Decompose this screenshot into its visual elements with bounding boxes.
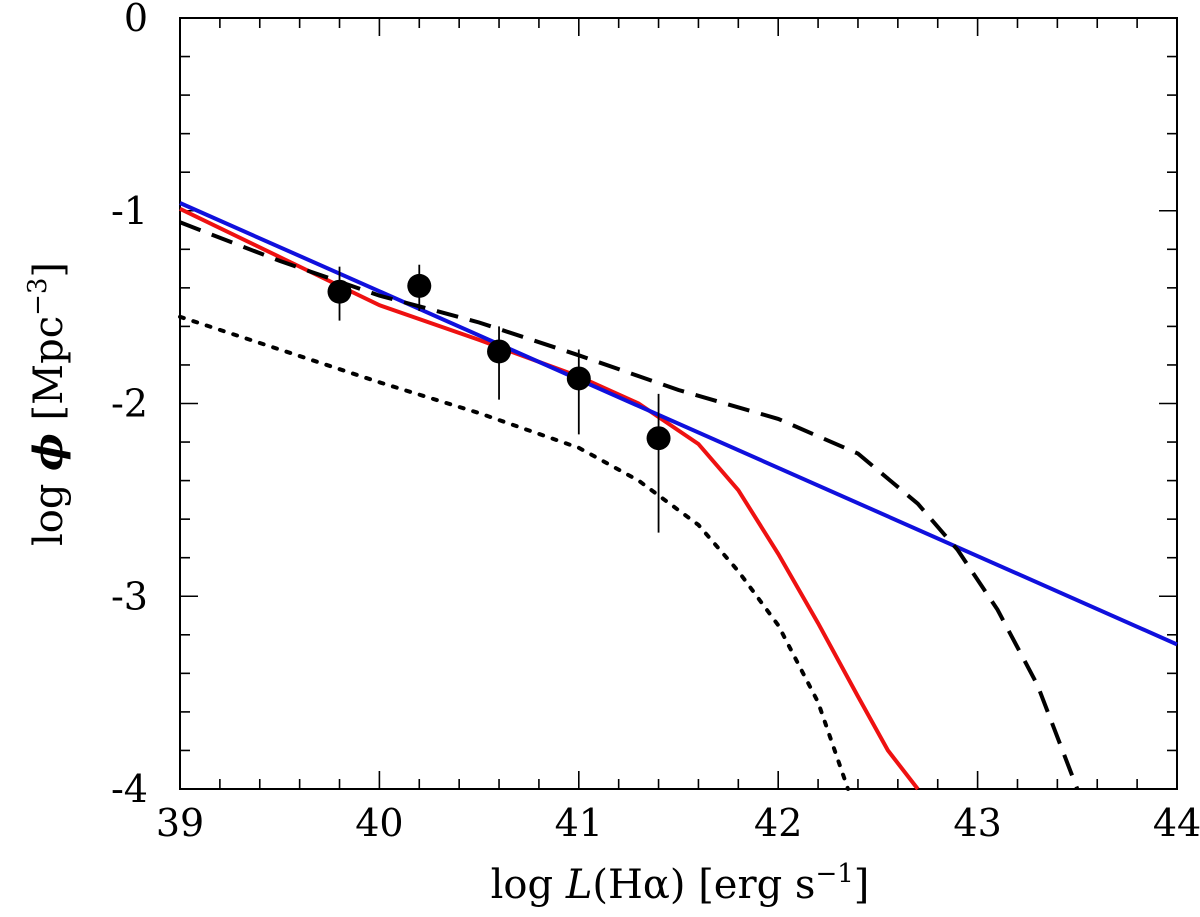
y-tick-label: -1	[111, 189, 148, 233]
data-point	[487, 339, 512, 364]
plot-frame	[179, 17, 1178, 790]
x-axis-title: log L(Hα) [erg s−1]	[491, 859, 870, 908]
y-tick-label: 0	[124, 0, 148, 40]
data-point	[646, 426, 671, 451]
x-tick-label: 40	[355, 801, 403, 845]
data-point	[327, 279, 352, 304]
y-axis-title: log ϕ [Mpc−3]	[23, 262, 72, 546]
x-tick-label: 43	[953, 801, 1001, 845]
ticks	[179, 17, 1178, 790]
model-dashed	[179, 220, 1080, 790]
y-tick-label: -2	[111, 382, 148, 426]
data-point	[566, 366, 591, 391]
x-tick-label: 39	[156, 801, 204, 845]
model-dotted	[178, 314, 850, 791]
fit-schechter-red	[179, 206, 920, 791]
fit-powerlaw-blue	[179, 201, 1178, 647]
x-tick-label: 42	[754, 801, 802, 845]
y-tick-label: -3	[111, 574, 148, 618]
data-point	[407, 273, 432, 298]
data-points	[327, 264, 671, 533]
series	[178, 201, 1178, 791]
tick-labels: 39 40 41 42 43 44 0 -1 -2 -3 -4	[111, 0, 1200, 845]
y-tick-label: -4	[111, 767, 148, 811]
x-tick-label: 41	[555, 801, 603, 845]
x-tick-label: 44	[1153, 801, 1200, 845]
